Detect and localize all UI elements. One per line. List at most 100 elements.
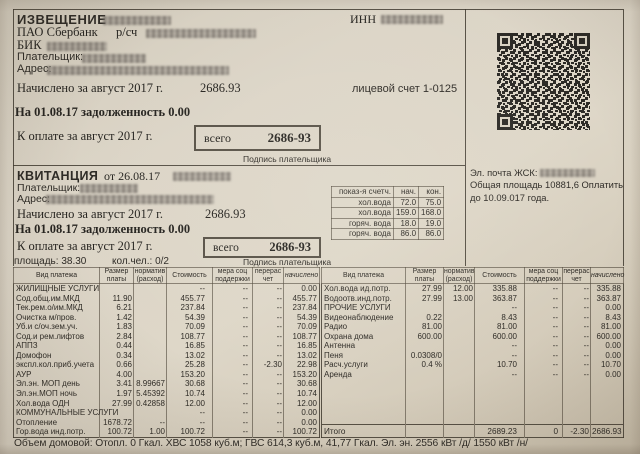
totals-label: Итого bbox=[321, 424, 406, 438]
debt-line: На 01.08.17 задолженность 0.00 bbox=[15, 222, 191, 236]
side-info: Эл. почта ЖСК: Общая площадь 10881,6 Опл… bbox=[470, 167, 628, 204]
receipt-title: КВИТАНЦИЯ bbox=[17, 169, 99, 183]
payer-label: Плательщик: bbox=[17, 182, 81, 194]
qr-finder-top-right bbox=[574, 33, 590, 49]
top-border bbox=[13, 9, 623, 10]
section-divider bbox=[13, 165, 465, 166]
redacted-inn bbox=[381, 15, 443, 24]
debt-line: На 01.08.17 задолженность 0.00 bbox=[15, 105, 191, 119]
table-row: Антенна -- -- -- 0.00 bbox=[322, 341, 624, 351]
col-recalc: перерас чет bbox=[562, 267, 591, 284]
receipt-date: от 26.08.17 bbox=[104, 169, 161, 183]
total-value: 2686-93 bbox=[267, 130, 311, 145]
totals-cost: 2689.23 bbox=[474, 424, 525, 438]
personal-account: лицевой счет 1-0125 bbox=[352, 83, 458, 95]
charges-table-right: Вид платежа Размер платы норматив (расхо… bbox=[321, 267, 624, 439]
col-social: мера соц поддержки bbox=[524, 267, 563, 284]
notice-title: ИЗВЕЩЕНИЕ bbox=[17, 12, 107, 27]
area-info: площадь: 38.30 bbox=[14, 256, 86, 267]
table-row: Очистка м/пров. 1.42 54.39 -- -- 54.39 bbox=[14, 312, 320, 323]
table-row: Отопление 1678.72 -- -- -- -- 0.00 bbox=[14, 417, 320, 428]
redacted-address bbox=[46, 195, 214, 204]
table-row: АУР 4.00 153.20 -- -- 153.20 bbox=[14, 369, 320, 380]
total-box: всего 2686-93 bbox=[194, 125, 321, 151]
redacted-email bbox=[540, 169, 596, 177]
table-row: Уб.и с/оч.зем.уч. 1.83 70.09 -- -- 70.09 bbox=[14, 322, 320, 332]
meters-col-name: показ-я счетч. bbox=[331, 186, 394, 198]
col-social: мера соц поддержки bbox=[212, 267, 253, 284]
table-row: Расч.услуги 0.4 % 10.70 -- -- 10.70 bbox=[322, 360, 624, 370]
table-row: экспл.кол.приб.учета 0.66 25.28 -- -2.30 22.9… bbox=[14, 360, 320, 370]
table-row: Гор.вода инд.потр. 100.72 1.00 100.72 -- -- 10… bbox=[14, 427, 320, 438]
accrued-value: 2686.93 bbox=[200, 81, 241, 95]
redacted-org-name bbox=[103, 16, 171, 25]
redacted-receipt-org bbox=[173, 172, 231, 181]
table-header-row: Вид платежа Размер платы норматив (расхо… bbox=[321, 267, 624, 284]
table-row: Хол.вода ОДН 27.99 0.42858 12.00 -- -- 12.00 bbox=[14, 398, 320, 409]
bik-label: БИК bbox=[17, 38, 42, 52]
table-row: Охрана дома 600.00 600.00 -- -- 600.00 bbox=[322, 331, 624, 342]
accrued-label: Начислено за август 2017 г. bbox=[17, 207, 163, 221]
meters-col-start: нач. bbox=[392, 186, 420, 198]
table-row: Тек.рем.о/им.МКД 6.21 237.84 -- -- 237.84 bbox=[14, 303, 320, 313]
table-row: АППЗ 0.44 16.85 -- -- 16.85 bbox=[14, 341, 320, 351]
col-accrued: начислено bbox=[590, 267, 624, 284]
redacted-address bbox=[47, 66, 229, 75]
table-row: горяч. вода 86.0 86.0 bbox=[331, 228, 445, 240]
spacer-row bbox=[322, 379, 624, 425]
people-info: кол.чел.: 0/2 bbox=[112, 256, 169, 267]
total-value: 2686-93 bbox=[269, 240, 311, 254]
address-label: Адрес: bbox=[17, 63, 52, 75]
table-row: Видеонаблюдение 0.22 8.43 -- -- 8.43 bbox=[322, 312, 624, 323]
right-border bbox=[623, 9, 624, 266]
table-header-row: Вид платежа Размер платы норматив (расхо… bbox=[13, 267, 320, 284]
qr-code bbox=[497, 33, 590, 130]
col-rate: Размер платы bbox=[405, 267, 444, 284]
redacted-payer bbox=[82, 54, 146, 63]
table-row: Аренда -- -- -- 0.00 bbox=[322, 369, 624, 380]
bank-name: ПАО Сбербанк bbox=[17, 25, 98, 39]
table-row: ЖИЛИЩНЫЕ УСЛУГИ -- -- -- 0.00 bbox=[14, 283, 320, 294]
table-row: Эл.эн. МОП день 3.41 8.99667 30.68 -- -- 30.68 bbox=[14, 379, 320, 390]
col-accrued: начислено bbox=[283, 267, 320, 284]
redacted-account bbox=[146, 29, 256, 38]
middle-divider bbox=[465, 9, 466, 266]
totals-social: 0 bbox=[524, 424, 563, 438]
accrued-label: Начислено за август 2017 г. bbox=[17, 81, 163, 95]
totals-accrued: 2686.93 bbox=[590, 424, 624, 438]
table-row: Водоотв.инд.потр. 27.99 13.00 363.87 -- -- 363… bbox=[322, 293, 624, 304]
table-row: горяч. вода 18.0 19.0 bbox=[331, 217, 445, 230]
totals-recalc: -2.30 bbox=[562, 424, 591, 438]
table-row: Хол.вода ид.потр. 27.99 12.00 335.88 -- -- 335… bbox=[322, 283, 624, 294]
due-label: К оплате за август 2017 г. bbox=[17, 129, 153, 143]
left-border bbox=[13, 9, 14, 266]
table-row: Домофон 0.34 13.02 -- -- 13.02 bbox=[14, 350, 320, 361]
col-payment-type: Вид платежа bbox=[321, 267, 406, 284]
signature-label: Подпись плательщика bbox=[243, 154, 332, 164]
table-row: ПРОЧИЕ УСЛУГИ -- -- -- 0.00 bbox=[322, 303, 624, 313]
area-line: Общая площадь 10881,6 Оплатить до 10.09.… bbox=[470, 179, 624, 203]
volume-footer: Объем домовой: Отопл. 0 Гкал. ХВС 1058 к… bbox=[14, 438, 528, 449]
people-label: кол.чел.: bbox=[112, 256, 153, 267]
col-rate: Размер платы bbox=[99, 267, 134, 284]
redacted-bik bbox=[47, 42, 107, 51]
account-label: р/сч bbox=[116, 25, 138, 39]
col-recalc: перерас чет bbox=[252, 267, 284, 284]
inn-label: ИНН bbox=[350, 12, 376, 26]
charges-table-left: Вид платежа Размер платы норматив (расхо… bbox=[13, 267, 320, 438]
col-norm: норматив (расход) bbox=[133, 267, 167, 284]
table-row: Эл.эн.МОП ночь 1.97 5.45392 10.74 -- -- 10.74 bbox=[14, 389, 320, 399]
meters-col-end: кон. bbox=[418, 186, 445, 198]
col-payment-type: Вид платежа bbox=[13, 267, 100, 284]
totals-row: Итого 2689.23 0 -2.30 2686.93 bbox=[321, 424, 624, 438]
table-row: Радио 81.00 81.00 -- -- 81.00 bbox=[322, 322, 624, 332]
table-row: Пеня 0.0308/0 -- -- -- 0.00 bbox=[322, 350, 624, 361]
qr-finder-top-left bbox=[497, 33, 513, 49]
address-label: Адрес: bbox=[17, 193, 50, 205]
redacted-payer bbox=[80, 184, 138, 193]
people-value: 0/2 bbox=[155, 256, 169, 267]
total-label: всего bbox=[213, 241, 239, 254]
col-cost: Стоимость bbox=[474, 267, 525, 284]
col-norm: норматив (расход) bbox=[443, 267, 475, 284]
